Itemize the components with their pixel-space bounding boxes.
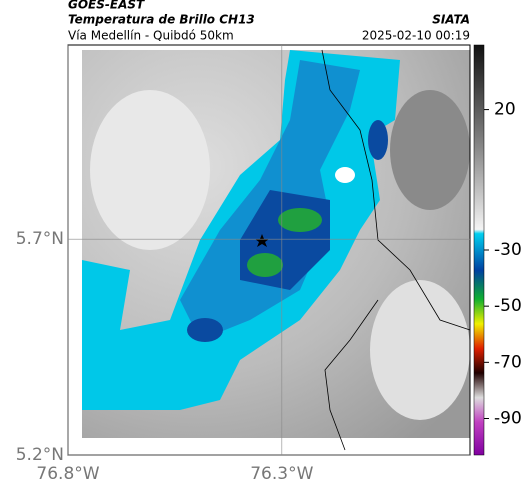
source: GOES-EAST xyxy=(68,0,145,12)
colorbar-tick-label: -30 xyxy=(494,240,522,260)
agency: SIATA xyxy=(432,13,470,27)
colorbar-tick-label: -90 xyxy=(494,408,522,428)
subtitle: Vía Medellín - Quibdó 50km xyxy=(68,29,234,43)
y-tick-label: 5.2°N xyxy=(16,445,64,465)
colorbar-tick-label: -70 xyxy=(494,352,522,372)
y-tick-label: 5.7°N xyxy=(16,229,64,249)
x-tick-label: 76.8°W xyxy=(36,464,99,484)
satellite-image xyxy=(67,44,471,456)
colorbar xyxy=(473,44,485,456)
x-tick-label: 76.3°W xyxy=(250,464,313,484)
colorbar-tick-label: -50 xyxy=(494,296,522,316)
colorbar-tick-label: 20 xyxy=(494,100,516,120)
title: Temperatura de Brillo CH13 xyxy=(68,13,255,27)
timestamp: 2025-02-10 00:19 xyxy=(362,29,470,43)
